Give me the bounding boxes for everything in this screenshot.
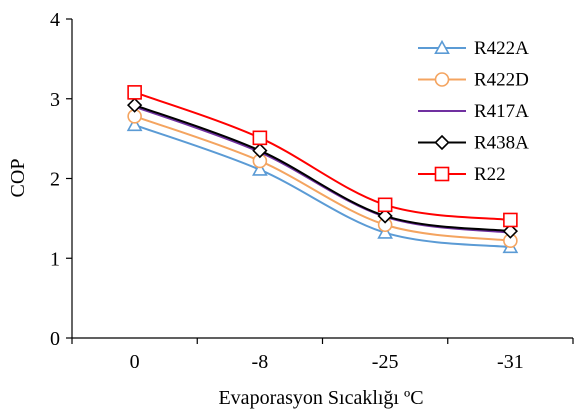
legend-label-r22: R22 xyxy=(474,164,506,185)
series-r22 xyxy=(127,85,518,228)
legend-item-r438a: R438A xyxy=(418,133,529,154)
legend-label-r417a: R417A xyxy=(474,101,529,122)
series-r417a xyxy=(134,105,511,234)
y-tick-label: 1 xyxy=(50,248,60,270)
series-line-r422d xyxy=(134,115,511,242)
legend-item-r22: R22 xyxy=(418,164,506,185)
x-tick-label: -31 xyxy=(497,351,524,373)
series-r422d xyxy=(127,108,518,249)
data-point-r438a xyxy=(126,97,143,113)
series-r422a xyxy=(126,116,519,254)
legend-label-r422d: R422D xyxy=(474,70,529,91)
legend-label-r422a: R422A xyxy=(474,38,529,59)
series-line-r417a xyxy=(134,105,511,234)
data-point-r22 xyxy=(127,85,142,100)
data-point-r422a xyxy=(377,224,393,239)
data-point-r22 xyxy=(252,130,268,146)
legend-marker-r22 xyxy=(434,166,450,182)
series-group xyxy=(126,85,519,254)
legend-item-r417a: R417A xyxy=(418,101,529,122)
series-r438a xyxy=(126,97,519,239)
x-tick-label: -8 xyxy=(252,351,269,373)
y-tick-label: 3 xyxy=(50,89,60,111)
legend-marker-r422d xyxy=(434,72,450,87)
data-point-r438a xyxy=(502,223,519,239)
y-axis-title: COP xyxy=(7,159,29,198)
legend: R422A R422D R417A R438A R22 xyxy=(418,38,529,185)
legend-item-r422d: R422D xyxy=(418,70,529,91)
axes: 0 1 2 3 4 0 -8 -25 -31 xyxy=(50,9,574,373)
y-tick-label: 2 xyxy=(50,169,60,191)
data-point-r22 xyxy=(377,197,393,213)
y-tick-label: 4 xyxy=(50,9,60,31)
x-tick-label: 0 xyxy=(130,351,140,373)
data-point-r422a xyxy=(126,116,143,132)
data-point-r438a xyxy=(377,208,393,224)
series-line-r22 xyxy=(134,91,511,221)
legend-label-r438a: R438A xyxy=(474,133,529,154)
legend-marker-r438a xyxy=(434,134,450,151)
data-point-r438a xyxy=(252,142,268,159)
legend-marker-r422a xyxy=(434,39,450,55)
x-axis-title: Evaporasyon Sıcaklığı ºC xyxy=(218,387,423,409)
series-line-r438a xyxy=(134,104,511,233)
data-point-r22 xyxy=(503,212,518,228)
data-point-r422a xyxy=(252,161,268,176)
y-tick-label: 0 xyxy=(50,328,60,350)
x-tick-label: -25 xyxy=(372,351,399,373)
series-line-r422a xyxy=(134,124,511,249)
legend-item-r422a: R422A xyxy=(418,38,529,59)
